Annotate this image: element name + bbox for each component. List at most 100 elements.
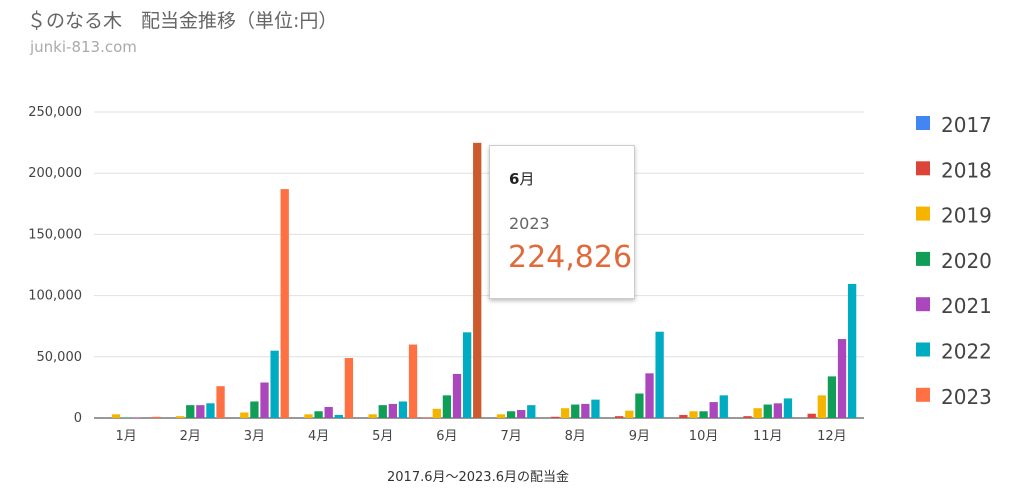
x-tick-label: 7月 xyxy=(500,429,521,444)
bar-2022-7[interactable] xyxy=(527,405,536,418)
bar-2019-4[interactable] xyxy=(304,414,313,418)
y-axis-ticks: 0 50,000 100,000 150,000 200,000 250,000 xyxy=(28,105,82,426)
legend-swatch-2017[interactable] xyxy=(916,116,930,130)
legend-swatch-2019[interactable] xyxy=(916,206,930,221)
bar-2021-4[interactable] xyxy=(324,406,333,418)
legend-label-2021[interactable]: 2021 xyxy=(941,294,992,318)
legend-label-2017[interactable]: 2017 xyxy=(941,113,992,137)
bar-2021-5[interactable] xyxy=(388,403,397,418)
bar-2020-9[interactable] xyxy=(635,393,644,418)
bar-2019-10[interactable] xyxy=(689,411,698,418)
bar-2019-8[interactable] xyxy=(561,408,570,418)
legend-swatch-2022[interactable] xyxy=(916,342,930,357)
bar-2023-1[interactable] xyxy=(152,416,161,418)
bar-2023-4[interactable] xyxy=(344,358,354,418)
bar-2022-9[interactable] xyxy=(655,331,664,418)
legend-label-2023[interactable]: 2023 xyxy=(941,385,992,409)
bar-2022-10[interactable] xyxy=(719,395,728,418)
bar-2021-2[interactable] xyxy=(196,405,205,418)
bar-2021-6[interactable] xyxy=(452,373,462,418)
tooltip-category-number: 6 xyxy=(509,170,520,188)
bar-2018-6[interactable] xyxy=(422,417,431,418)
x-tick-label: 9月 xyxy=(629,429,650,444)
bar-2018-9[interactable] xyxy=(615,416,624,418)
bar-2020-6[interactable] xyxy=(442,395,452,418)
bar-2019-2[interactable] xyxy=(176,416,185,418)
bar-2023-5[interactable] xyxy=(408,344,418,418)
legend-swatch-2021[interactable] xyxy=(916,297,930,312)
chart-subtitle: junki-813.com xyxy=(30,38,137,56)
bar-2019-3[interactable] xyxy=(240,412,249,418)
bar-2018-11[interactable] xyxy=(743,416,752,418)
x-tick-label: 4月 xyxy=(308,429,329,444)
bar-2021-9[interactable] xyxy=(645,373,654,418)
bar-2021-10[interactable] xyxy=(709,402,718,418)
x-tick-label: 11月 xyxy=(753,429,783,444)
x-axis-label: 2017.6月～2023.6月の配当金 xyxy=(387,469,569,485)
bar-2023-6[interactable] xyxy=(473,142,482,418)
legend: 2017 2018 2019 2020 2021 2022 2023 xyxy=(916,113,992,409)
bar-2019-9[interactable] xyxy=(625,410,634,418)
bar-2020-10[interactable] xyxy=(699,411,708,418)
chart-title: ＄のなる木 配当金推移（単位:円） xyxy=(27,10,338,32)
bar-2019-11[interactable] xyxy=(753,408,762,418)
bar-2021-3[interactable] xyxy=(260,382,269,418)
tooltip-series: 2023 xyxy=(509,214,550,233)
legend-label-2019[interactable]: 2019 xyxy=(941,204,992,228)
bar-2019-12[interactable] xyxy=(817,395,826,418)
bar-2020-4[interactable] xyxy=(314,411,323,418)
bar-2021-7[interactable] xyxy=(517,410,526,418)
bar-2020-1[interactable] xyxy=(121,417,131,418)
bar-2021-11[interactable] xyxy=(773,403,782,418)
x-tick-label: 10月 xyxy=(689,429,719,444)
legend-label-2022[interactable]: 2022 xyxy=(941,340,992,364)
legend-swatch-2020[interactable] xyxy=(916,251,930,266)
bar-2018-8[interactable] xyxy=(550,416,560,418)
bar-2022-11[interactable] xyxy=(783,398,793,418)
bar-2022-4[interactable] xyxy=(334,414,343,418)
bar-2020-12[interactable] xyxy=(827,376,837,418)
bar-2020-2[interactable] xyxy=(186,405,195,418)
bar-2022-6[interactable] xyxy=(462,332,472,418)
x-tick-label: 8月 xyxy=(565,429,586,444)
bar-2021-12[interactable] xyxy=(837,339,847,418)
bar-2020-3[interactable] xyxy=(250,401,259,418)
bar-2019-6[interactable] xyxy=(432,408,441,418)
y-tick-label: 250,000 xyxy=(28,105,82,120)
bar-2021-1[interactable] xyxy=(132,417,141,418)
x-tick-label: 6月 xyxy=(436,429,457,444)
bar-2018-12[interactable] xyxy=(807,413,816,418)
bar-2021-8[interactable] xyxy=(581,403,590,418)
bar-2018-10[interactable] xyxy=(679,414,688,418)
legend-label-2018[interactable]: 2018 xyxy=(941,158,992,182)
tooltip-category-suffix: 月 xyxy=(519,170,535,188)
tooltip-value: 224,826 xyxy=(508,240,633,275)
x-tick-label: 12月 xyxy=(817,429,847,444)
y-tick-label: 0 xyxy=(74,411,82,426)
bar-2019-5[interactable] xyxy=(368,414,377,418)
x-axis-ticks: 1月 2月 3月 4月 5月 6月 7月 8月 9月 10月 11月 12月 xyxy=(115,429,846,444)
x-tick-label: 2月 xyxy=(180,429,201,444)
bar-2023-3[interactable] xyxy=(280,189,289,418)
bar-2022-3[interactable] xyxy=(270,350,279,418)
bar-2019-7[interactable] xyxy=(496,414,506,418)
bar-2020-5[interactable] xyxy=(378,405,387,418)
bars xyxy=(111,142,857,418)
bar-2020-7[interactable] xyxy=(506,411,516,418)
bar-2022-5[interactable] xyxy=(398,401,408,418)
bar-2022-2[interactable] xyxy=(206,403,215,418)
legend-swatch-2023[interactable] xyxy=(916,387,930,402)
bar-2022-12[interactable] xyxy=(847,283,857,418)
y-tick-label: 50,000 xyxy=(37,350,83,365)
bar-2020-11[interactable] xyxy=(763,404,772,418)
bar-2020-8[interactable] xyxy=(571,404,580,418)
bar-2022-8[interactable] xyxy=(591,399,600,418)
legend-label-2020[interactable]: 2020 xyxy=(941,249,992,273)
y-tick-label: 100,000 xyxy=(28,289,82,304)
bar-2023-2[interactable] xyxy=(216,386,225,418)
x-tick-label: 1月 xyxy=(115,429,136,444)
legend-swatch-2018[interactable] xyxy=(916,161,930,176)
bar-2019-1[interactable] xyxy=(111,414,121,418)
tooltip-category: 6月 xyxy=(509,168,534,189)
